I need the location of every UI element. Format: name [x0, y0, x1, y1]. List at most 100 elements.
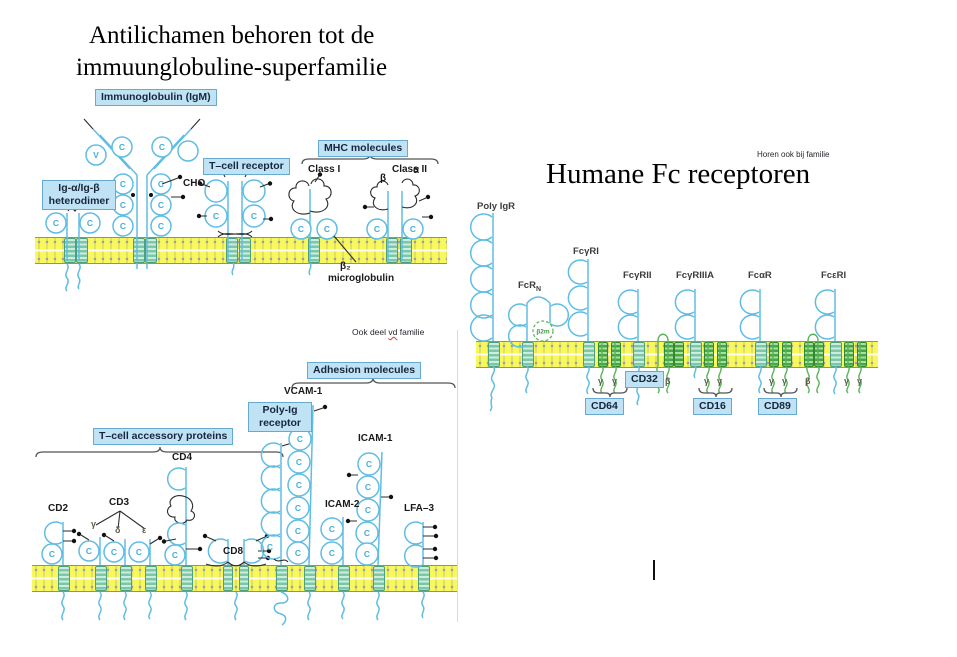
cd64-label: CD64	[585, 398, 624, 416]
annotation-horen-ook: Horen ook bij familie	[757, 150, 830, 159]
cd64-bracket	[592, 387, 628, 398]
fcar-label: FcαR	[748, 270, 772, 281]
tcr-label: T–cell receptor	[203, 158, 290, 176]
mhc-class2-structure: C C	[362, 178, 434, 261]
svg-text:C: C	[267, 542, 273, 552]
fcar-structure	[739, 289, 788, 394]
beta-chain-label: β	[805, 376, 811, 386]
svg-text:C: C	[53, 218, 59, 228]
svg-text:C: C	[158, 200, 164, 210]
cd3-structure: C C C	[76, 510, 163, 621]
cho-label: CHO	[183, 178, 206, 189]
tm-segment	[145, 238, 157, 263]
cd3-delta-label: δ	[115, 525, 121, 535]
svg-text:C: C	[86, 546, 92, 556]
svg-text:C: C	[366, 459, 372, 469]
cd3-label: CD3	[109, 497, 130, 508]
ig-superfamily-figure: C C C C C C C V C C C	[30, 85, 450, 303]
fcrn-label: FcRN	[518, 280, 542, 293]
svg-text:C: C	[158, 179, 164, 189]
tm-segment	[133, 238, 145, 263]
accessory-bracket	[35, 446, 284, 458]
tm-segment-gamma	[717, 342, 727, 367]
membrane-fc-figure	[476, 341, 878, 368]
tm-segment-beta	[674, 342, 684, 367]
class2-alpha-label: α	[413, 165, 420, 176]
fcrn-structure: β2m	[507, 296, 570, 394]
heterodimer-label: Ig-α/Ig-β heterodimer	[42, 180, 116, 211]
vcam1-label: VCAM-1	[284, 386, 323, 397]
class1-label: Class I	[308, 164, 341, 175]
svg-text:C: C	[324, 224, 330, 234]
cd32-label: CD32	[625, 371, 664, 389]
tcr-structure: C C	[196, 167, 274, 276]
cd4-structure: C	[161, 467, 203, 621]
fceri-structure	[806, 289, 862, 395]
accessory-adhesion-figure: C C C C C	[30, 325, 460, 626]
svg-text:C: C	[213, 211, 219, 221]
tm-segment	[58, 566, 70, 591]
svg-text:C: C	[295, 548, 301, 558]
tm-segment	[239, 566, 249, 591]
gamma-chain-label: γ	[612, 376, 618, 386]
cd89-bracket	[763, 387, 798, 398]
svg-text:C: C	[295, 503, 301, 513]
tm-segment	[223, 566, 233, 591]
tm-segment	[386, 238, 398, 263]
gamma-chain-label: γ	[857, 376, 863, 386]
fc-receptor-figure: β2m	[465, 145, 957, 445]
poly-igr-label: Poly IgR	[477, 201, 516, 212]
gamma-chain-label: γ	[782, 376, 788, 386]
svg-text:C: C	[329, 548, 335, 558]
icam2-structure: C C	[320, 517, 345, 620]
svg-text:C: C	[365, 482, 371, 492]
fcgr3a-label: FcγRIIIA	[676, 270, 715, 281]
cd3-gamma-label: γ	[91, 519, 97, 529]
slide-title-line2: immuunglobuline-superfamilie	[76, 54, 388, 81]
fc-title: Humane Fc receptoren	[546, 158, 811, 190]
gamma-chain-label: γ	[704, 376, 710, 386]
svg-text:C: C	[136, 547, 142, 557]
tm-segment	[226, 238, 238, 263]
tm-segment	[120, 566, 132, 591]
tm-segment	[338, 566, 350, 591]
tm-segment-gamma	[857, 342, 867, 367]
lfa3-structure	[403, 521, 439, 619]
cd16-bracket	[698, 387, 733, 398]
fcgr2-label: FcγRII	[623, 270, 652, 281]
svg-text:C: C	[159, 142, 165, 152]
svg-text:V: V	[93, 150, 99, 160]
tm-segment	[181, 566, 193, 591]
svg-text:C: C	[120, 221, 126, 231]
gamma-chain-label: γ	[769, 376, 775, 386]
beta-chain-label: β	[665, 376, 671, 386]
tm-segment	[95, 566, 107, 591]
accessory-label: T–cell accessory proteins	[93, 428, 234, 446]
svg-text:C: C	[374, 224, 380, 234]
slide-title-line1: Antilichamen behoren tot de	[89, 22, 375, 49]
cd8-structure	[202, 533, 272, 621]
fcgr3a-structure	[656, 289, 722, 394]
svg-text:C: C	[298, 224, 304, 234]
lfa3-label: LFA–3	[404, 503, 435, 514]
cd3-epsilon-label: ε	[142, 525, 147, 535]
membrane-bottom-figure	[32, 565, 458, 592]
poly-igr-structure	[469, 213, 496, 412]
class2-label: Class II	[392, 164, 428, 175]
icam2-label: ICAM-2	[325, 499, 360, 510]
svg-text:C: C	[297, 434, 303, 444]
tm-segment	[400, 238, 412, 263]
svg-text:C: C	[296, 480, 302, 490]
svg-text:C: C	[365, 505, 371, 515]
tm-segment-beta	[804, 342, 814, 367]
membrane-top-figure	[35, 237, 447, 264]
cd16-label: CD16	[693, 398, 732, 416]
cd89-label: CD89	[758, 398, 797, 416]
fcgr1-structure	[567, 259, 617, 395]
icam1-label: ICAM-1	[358, 433, 393, 444]
fcgr1-label: FcγRI	[573, 246, 599, 257]
class2-beta-label: β	[380, 173, 387, 184]
fceri-label: FcεRI	[821, 270, 847, 281]
text-cursor[interactable]	[653, 560, 655, 580]
svg-text:C: C	[119, 142, 125, 152]
